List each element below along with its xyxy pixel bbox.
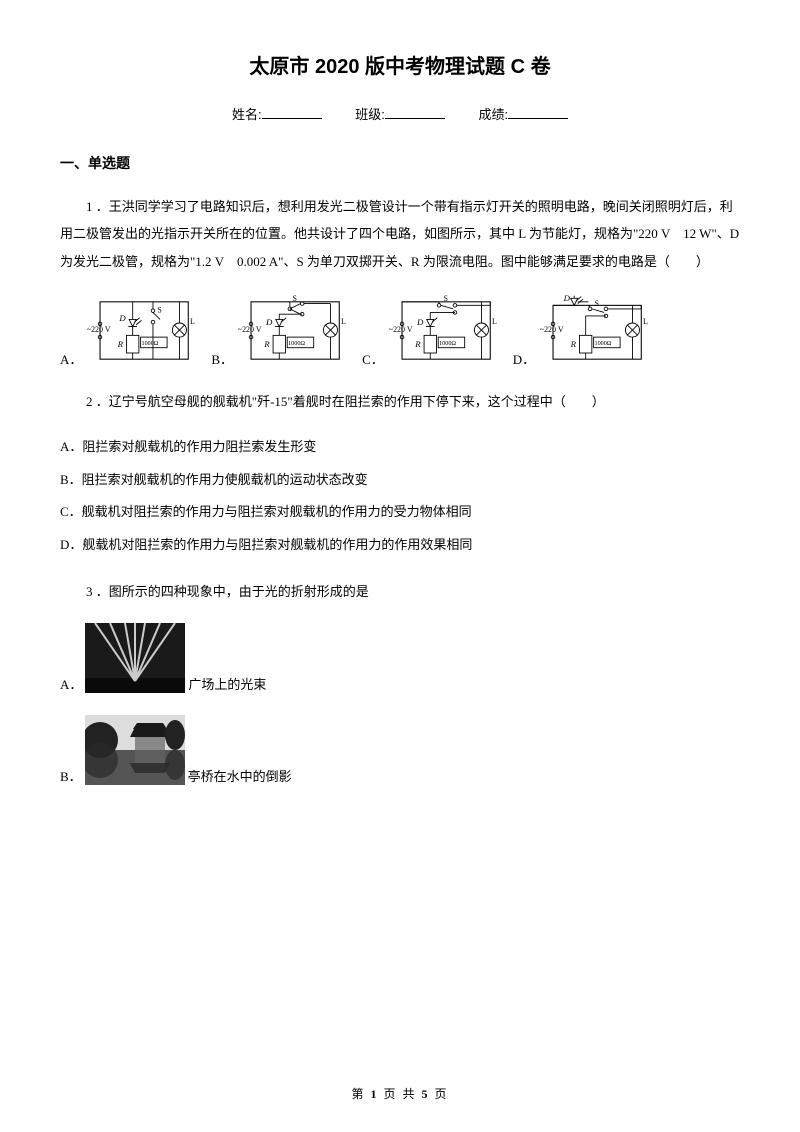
svg-text:R: R	[570, 339, 577, 349]
score-blank	[508, 118, 568, 119]
svg-text:D: D	[265, 317, 273, 327]
q1-text: 王洪同学学习了电路知识后，想利用发光二极管设计一个带有指示灯开关的照明电路，晚间…	[60, 199, 739, 269]
svg-text:L: L	[643, 317, 648, 326]
q1-label-c: C．	[362, 349, 384, 368]
svg-text:1000Ω: 1000Ω	[288, 341, 305, 347]
q1-number: 1 ．	[86, 199, 109, 214]
svg-text:~220 V: ~220 V	[238, 325, 262, 334]
q3-option-a: A． 广场上的光束	[60, 623, 740, 693]
class-blank	[385, 118, 445, 119]
q1-label-d: D．	[513, 349, 535, 368]
q1-option-a: A． ~220 V D R 1000Ω	[60, 293, 199, 368]
q1-option-b: B． ~220 V S D R	[211, 293, 350, 368]
q2-option-c: C．舰载机对阻拦索的作用力与阻拦索对舰载机的作用力的受力物体相同	[60, 498, 740, 527]
q2-options: A．阻拦索对舰载机的作用力阻拦索发生形变 B．阻拦索对舰载机的作用力使舰载机的运…	[60, 433, 740, 559]
svg-text:D: D	[416, 317, 424, 327]
light-beams-image	[85, 623, 185, 693]
q3-label-b: B．	[60, 766, 82, 785]
svg-text:S: S	[595, 299, 599, 308]
svg-text:S: S	[158, 305, 162, 314]
q3-caption-a: 广场上的光束	[188, 674, 266, 693]
q1-option-c: C． ~220 V S D	[362, 293, 501, 368]
score-label: 成绩:	[478, 107, 508, 122]
student-info-line: 姓名: 班级: 成绩:	[60, 104, 740, 123]
q3-label-a: A．	[60, 674, 82, 693]
q3-caption-b: 亭桥在水中的倒影	[188, 766, 292, 785]
name-label: 姓名:	[232, 107, 262, 122]
svg-text:R: R	[263, 339, 270, 349]
page-title: 太原市 2020 版中考物理试题 C 卷	[60, 50, 740, 79]
circuit-d: ~220 V D S	[537, 293, 652, 368]
svg-text:1000Ω: 1000Ω	[595, 341, 612, 347]
svg-text:1000Ω: 1000Ω	[142, 341, 159, 347]
page-footer: 第 1 页 共 5 页	[0, 1085, 800, 1102]
question-1: 1 ．王洪同学学习了电路知识后，想利用发光二极管设计一个带有指示灯开关的照明电路…	[60, 193, 740, 275]
circuit-a: ~220 V D R 1000Ω S	[84, 293, 199, 368]
svg-text:~220 V: ~220 V	[87, 325, 111, 334]
q3-option-b: B． 亭桥在水中的倒影	[60, 715, 740, 785]
question-2: 2 ．辽宁号航空母舰的舰载机"歼-15"着舰时在阻拦索的作用下停下来，这个过程中…	[60, 388, 740, 415]
circuit-c: ~220 V S D R	[386, 293, 501, 368]
section-1-title: 一、单选题	[60, 153, 740, 173]
svg-text:~220 V: ~220 V	[389, 325, 413, 334]
q2-number: 2 ．	[86, 394, 109, 409]
svg-text:1000Ω: 1000Ω	[439, 341, 456, 347]
svg-text:R: R	[117, 339, 124, 349]
svg-text:R: R	[414, 339, 421, 349]
svg-text:S: S	[293, 294, 297, 303]
q2-option-d: D．舰载机对阻拦索的作用力与阻拦索对舰载机的作用力的作用效果相同	[60, 531, 740, 560]
q2-option-b: B．阻拦索对舰载机的作用力使舰载机的运动状态改变	[60, 466, 740, 495]
q1-label-b: B．	[211, 349, 233, 368]
pavilion-reflection-image	[85, 715, 185, 785]
q3-number: 3 ．	[86, 584, 109, 599]
svg-text:D: D	[563, 293, 571, 303]
q1-options-row: A． ~220 V D R 1000Ω	[60, 293, 740, 368]
q2-option-a: A．阻拦索对舰载机的作用力阻拦索发生形变	[60, 433, 740, 462]
class-label: 班级:	[355, 107, 385, 122]
svg-text:L: L	[492, 317, 497, 326]
q1-label-a: A．	[60, 349, 82, 368]
circuit-b: ~220 V S D R 1000Ω	[235, 293, 350, 368]
svg-text:D: D	[119, 313, 127, 323]
svg-text:L: L	[190, 317, 195, 326]
question-3: 3 ．图所示的四种现象中，由于光的折射形成的是	[60, 578, 740, 605]
name-blank	[262, 118, 322, 119]
svg-text:~220 V: ~220 V	[540, 325, 564, 334]
q1-option-d: D． ~220 V D S	[513, 293, 652, 368]
svg-text:S: S	[443, 294, 447, 303]
q2-text: 辽宁号航空母舰的舰载机"歼-15"着舰时在阻拦索的作用下停下来，这个过程中（ ）	[109, 394, 605, 409]
svg-text:L: L	[341, 317, 346, 326]
q3-text: 图所示的四种现象中，由于光的折射形成的是	[109, 584, 369, 599]
